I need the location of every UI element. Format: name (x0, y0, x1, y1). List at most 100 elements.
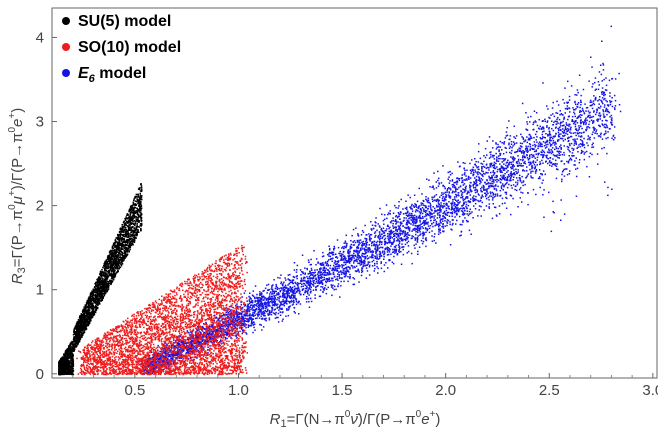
e6-point (439, 228, 441, 230)
e6-point (289, 281, 291, 284)
e6-point (541, 120, 544, 122)
e6-point (349, 275, 351, 278)
e6-point (386, 249, 389, 251)
e6-point (558, 157, 560, 159)
e6-point (321, 276, 323, 279)
e6-point (552, 124, 554, 126)
e6-point (579, 121, 582, 123)
e6-point (408, 222, 411, 224)
e6-point (536, 124, 539, 127)
e6-point (282, 284, 284, 287)
e6-point (411, 203, 413, 206)
e6-point (448, 176, 450, 178)
e6-point (331, 267, 334, 270)
e6-point (357, 246, 360, 248)
e6-point (422, 231, 424, 233)
e6-point (367, 261, 369, 263)
e6-point (419, 227, 421, 229)
e6-point (452, 203, 454, 205)
e6-point (235, 335, 237, 337)
e6-point (402, 220, 405, 222)
e6-point (441, 205, 444, 207)
e6-point (294, 295, 296, 297)
e6-point (512, 197, 514, 200)
e6-point (383, 253, 385, 256)
e6-point (292, 279, 295, 281)
e6-point (268, 312, 271, 314)
e6-point (260, 308, 263, 310)
e6-point (422, 232, 424, 235)
e6-point (433, 217, 435, 219)
e6-point (581, 140, 583, 142)
e6-point (492, 192, 495, 195)
e6-point (207, 349, 209, 351)
e6-point (506, 161, 508, 164)
e6-point (312, 272, 314, 274)
e6-point (338, 271, 340, 274)
e6-point (298, 289, 301, 291)
e6-point (609, 116, 611, 118)
e6-point (260, 315, 262, 317)
e6-point (608, 111, 611, 114)
e6-point (577, 102, 580, 104)
e6-point (235, 310, 237, 313)
e6-point (594, 99, 597, 101)
e6-point (598, 84, 600, 86)
e6-point (341, 246, 344, 248)
e6-point (331, 285, 333, 287)
e6-point (477, 161, 480, 163)
e6-point (566, 102, 569, 104)
e6-point (389, 240, 391, 242)
e6-point (446, 219, 449, 221)
e6-point (508, 147, 511, 149)
e6-point (376, 257, 378, 260)
e6-point (448, 191, 450, 193)
e6-point (574, 128, 577, 130)
e6-point (593, 128, 595, 130)
e6-point (222, 334, 224, 336)
e6-point (192, 335, 194, 337)
e6-point (363, 263, 365, 265)
e6-point (419, 217, 421, 219)
e6-point (254, 285, 257, 287)
e6-point (530, 153, 533, 156)
e6-point (451, 205, 453, 208)
e6-point (197, 350, 200, 352)
e6-point (448, 208, 451, 210)
e6-point (387, 225, 389, 228)
e6-point (289, 279, 292, 282)
e6-point (397, 244, 400, 246)
e6-point (283, 281, 285, 284)
e6-point (460, 190, 462, 193)
e6-point (290, 295, 292, 297)
e6-point (413, 222, 415, 225)
e6-point (358, 251, 360, 254)
e6-point (302, 279, 304, 281)
e6-point (444, 212, 446, 215)
e6-point (578, 126, 581, 129)
e6-point (457, 194, 460, 196)
e6-point (561, 173, 563, 176)
e6-point (308, 284, 310, 286)
e6-point (396, 230, 398, 233)
e6-point (591, 133, 593, 136)
e6-point (347, 269, 349, 271)
e6-point (447, 178, 449, 180)
e6-point (482, 196, 484, 198)
e6-point (240, 313, 243, 316)
e6-point (283, 286, 285, 289)
e6-point (255, 308, 258, 311)
e6-point (324, 262, 326, 264)
e6-point (451, 207, 453, 209)
e6-point (348, 254, 351, 257)
e6-point (449, 180, 451, 182)
e6-point (408, 234, 411, 236)
e6-point (226, 327, 228, 330)
e6-point (377, 272, 379, 274)
e6-point (325, 292, 328, 295)
e6-point (456, 180, 458, 182)
e6-point (604, 97, 606, 100)
e6-point (456, 177, 458, 180)
e6-point (289, 296, 292, 299)
e6-point (344, 256, 346, 259)
